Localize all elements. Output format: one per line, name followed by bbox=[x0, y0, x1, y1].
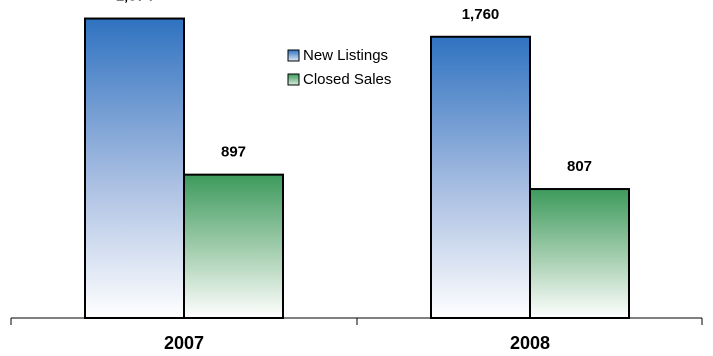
data-label-new-listings-2008: 1,760 bbox=[462, 6, 500, 23]
x-tick-label-2007: 2007 bbox=[164, 333, 204, 353]
data-label-closed-sales-2008: 807 bbox=[567, 158, 592, 175]
bar-closed-sales-2007 bbox=[183, 173, 284, 319]
x-tick-labels: 2007 2008 bbox=[164, 333, 550, 353]
bar-new-listings-2007 bbox=[84, 17, 185, 320]
bars-group bbox=[84, 17, 630, 320]
bar-new-listings-2008 bbox=[430, 35, 531, 320]
legend-label-new-listings: New Listings bbox=[303, 47, 388, 64]
legend: New Listings Closed Sales bbox=[287, 47, 391, 88]
data-label-new-listings-2007: 1,874 bbox=[116, 0, 154, 5]
x-axis bbox=[10, 317, 703, 325]
x-tick-label-2008: 2008 bbox=[510, 333, 550, 353]
legend-swatch-closed-sales bbox=[287, 73, 300, 86]
legend-label-closed-sales: Closed Sales bbox=[303, 71, 391, 88]
data-labels-group: 1,874 897 1,760 807 bbox=[116, 0, 592, 175]
bar-closed-sales-2008 bbox=[529, 188, 630, 319]
data-label-closed-sales-2007: 897 bbox=[221, 144, 246, 161]
legend-swatch-new-listings bbox=[287, 49, 300, 62]
